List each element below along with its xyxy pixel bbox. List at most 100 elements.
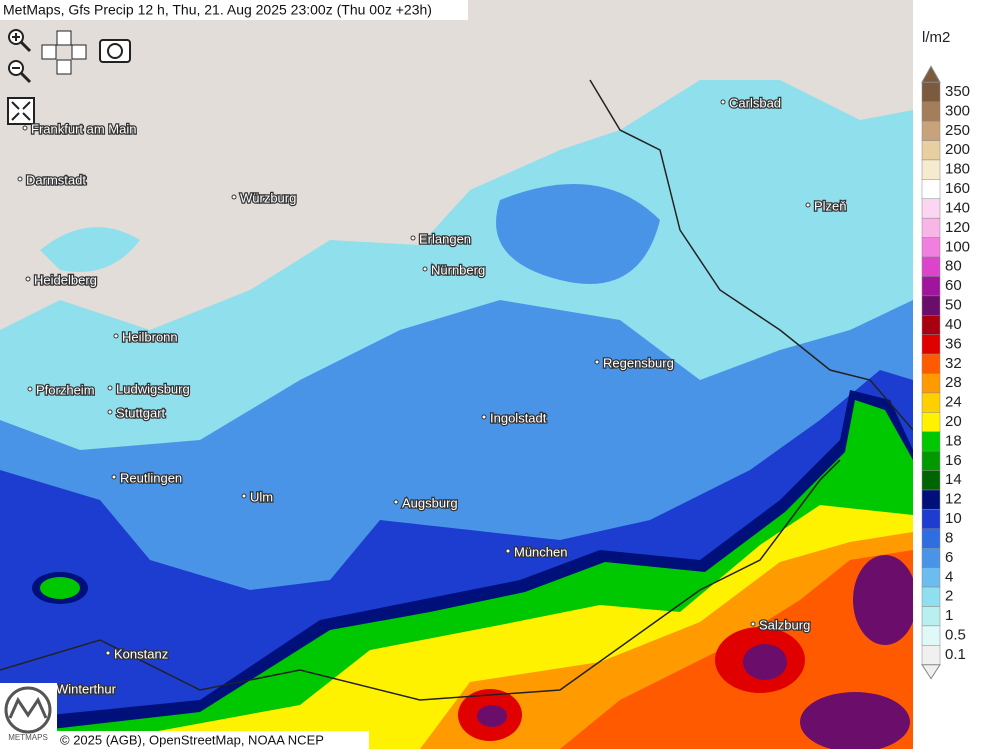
legend-label: 60 bbox=[945, 277, 962, 294]
copyright: © 2025 (AGB), OpenStreetMap, NOAA NCEP bbox=[60, 732, 324, 747]
city-label: Würzburg bbox=[240, 190, 296, 205]
legend-swatch bbox=[921, 392, 941, 413]
legend-swatch bbox=[921, 120, 941, 141]
legend-swatch bbox=[921, 237, 941, 258]
pan-control[interactable] bbox=[41, 30, 87, 75]
logo: METMAPS bbox=[8, 733, 48, 742]
zoom-out[interactable] bbox=[8, 60, 32, 84]
legend-label: 300 bbox=[945, 102, 970, 119]
city-dot bbox=[107, 409, 113, 415]
map bbox=[0, 0, 917, 752]
title: MetMaps, Gfs Precip 12 h, Thu, 21. Aug 2… bbox=[3, 2, 432, 18]
legend-swatch bbox=[921, 295, 941, 316]
legend-label: 32 bbox=[945, 355, 962, 372]
legend-swatch bbox=[921, 509, 941, 530]
city-label: Heilbronn bbox=[122, 329, 178, 344]
legend-swatch bbox=[921, 179, 941, 200]
city-label: Frankfurt am Main bbox=[31, 121, 136, 136]
city-label: Ingolstadt bbox=[490, 410, 547, 425]
legend-arrow-bottom bbox=[921, 664, 941, 680]
city-dot bbox=[27, 386, 33, 392]
legend-label: 6 bbox=[945, 549, 953, 566]
legend-swatch bbox=[921, 198, 941, 219]
city-label: Ulm bbox=[250, 489, 273, 504]
city-dot bbox=[111, 474, 117, 480]
legend-swatch bbox=[921, 256, 941, 277]
legend-label: 0.1 bbox=[945, 646, 966, 663]
legend-label: 8 bbox=[945, 529, 953, 546]
legend-label: 0.5 bbox=[945, 627, 966, 644]
legend-label: 4 bbox=[945, 568, 953, 585]
legend-swatch bbox=[921, 489, 941, 510]
city-dot bbox=[594, 359, 600, 365]
legend-swatch bbox=[921, 528, 941, 549]
city-label: Augsburg bbox=[402, 495, 458, 510]
city-dot bbox=[231, 194, 237, 200]
legend-label: 28 bbox=[945, 374, 962, 391]
legend-swatch bbox=[921, 450, 941, 471]
legend-swatch bbox=[921, 217, 941, 238]
legend-swatch bbox=[921, 334, 941, 355]
city-label: Winterthur bbox=[56, 681, 117, 696]
city-dot bbox=[113, 333, 119, 339]
city-label: Plzeň bbox=[814, 198, 847, 213]
city-dot bbox=[805, 202, 811, 208]
city-dot bbox=[410, 235, 416, 241]
city-label: Ludwigsburg bbox=[116, 381, 190, 396]
legend-label: 10 bbox=[945, 510, 962, 527]
legend-label: 50 bbox=[945, 297, 962, 314]
legend-label: 200 bbox=[945, 141, 970, 158]
legend-label: 16 bbox=[945, 452, 962, 469]
legend-label: 100 bbox=[945, 238, 970, 255]
legend-label: 120 bbox=[945, 219, 970, 236]
zoom-in[interactable] bbox=[8, 29, 32, 53]
legend-label: 12 bbox=[945, 491, 962, 508]
legend-label: 160 bbox=[945, 180, 970, 197]
camera-button[interactable] bbox=[99, 39, 131, 63]
city-dot bbox=[105, 650, 111, 656]
legend-swatch bbox=[921, 547, 941, 568]
city-label: Reutlingen bbox=[120, 470, 182, 485]
legend-label: 140 bbox=[945, 199, 970, 216]
legend-swatch bbox=[921, 567, 941, 588]
legend-swatch bbox=[921, 586, 941, 607]
city-label: Konstanz bbox=[114, 646, 168, 661]
legend-swatch bbox=[921, 82, 941, 102]
footer-bg bbox=[57, 731, 369, 749]
city-label: Salzburg bbox=[759, 617, 810, 632]
fullscreen-button[interactable] bbox=[7, 97, 35, 125]
city-label: München bbox=[514, 544, 567, 559]
legend-label: 20 bbox=[945, 413, 962, 430]
legend-label: 80 bbox=[945, 258, 962, 275]
legend-swatch bbox=[921, 159, 941, 180]
legend-arrow-top bbox=[921, 65, 941, 83]
legend-swatch bbox=[921, 625, 941, 646]
legend-label: 24 bbox=[945, 394, 962, 411]
city-dot bbox=[750, 621, 756, 627]
legend-label: 36 bbox=[945, 335, 962, 352]
city-dot bbox=[393, 499, 399, 505]
city-dot bbox=[505, 548, 511, 554]
city-label: Nürnberg bbox=[431, 262, 485, 277]
city-dot bbox=[720, 99, 726, 105]
legend-label: 2 bbox=[945, 588, 953, 605]
legend-swatch bbox=[921, 353, 941, 374]
legend-label: 350 bbox=[945, 83, 970, 100]
city-dot bbox=[241, 493, 247, 499]
legend-swatch bbox=[921, 140, 941, 161]
legend-label: 250 bbox=[945, 122, 970, 139]
legend-swatch bbox=[921, 470, 941, 491]
city-dot bbox=[107, 385, 113, 391]
city-dot bbox=[422, 266, 428, 272]
legend-unit: l/m2 bbox=[922, 29, 950, 46]
legend-label: 180 bbox=[945, 161, 970, 178]
title-bg bbox=[0, 0, 468, 20]
legend-swatch bbox=[921, 101, 941, 122]
city-label: Erlangen bbox=[419, 231, 471, 246]
city-dot bbox=[481, 414, 487, 420]
legend-swatch bbox=[921, 315, 941, 335]
legend-swatch bbox=[921, 431, 941, 452]
city-dot bbox=[17, 176, 23, 182]
